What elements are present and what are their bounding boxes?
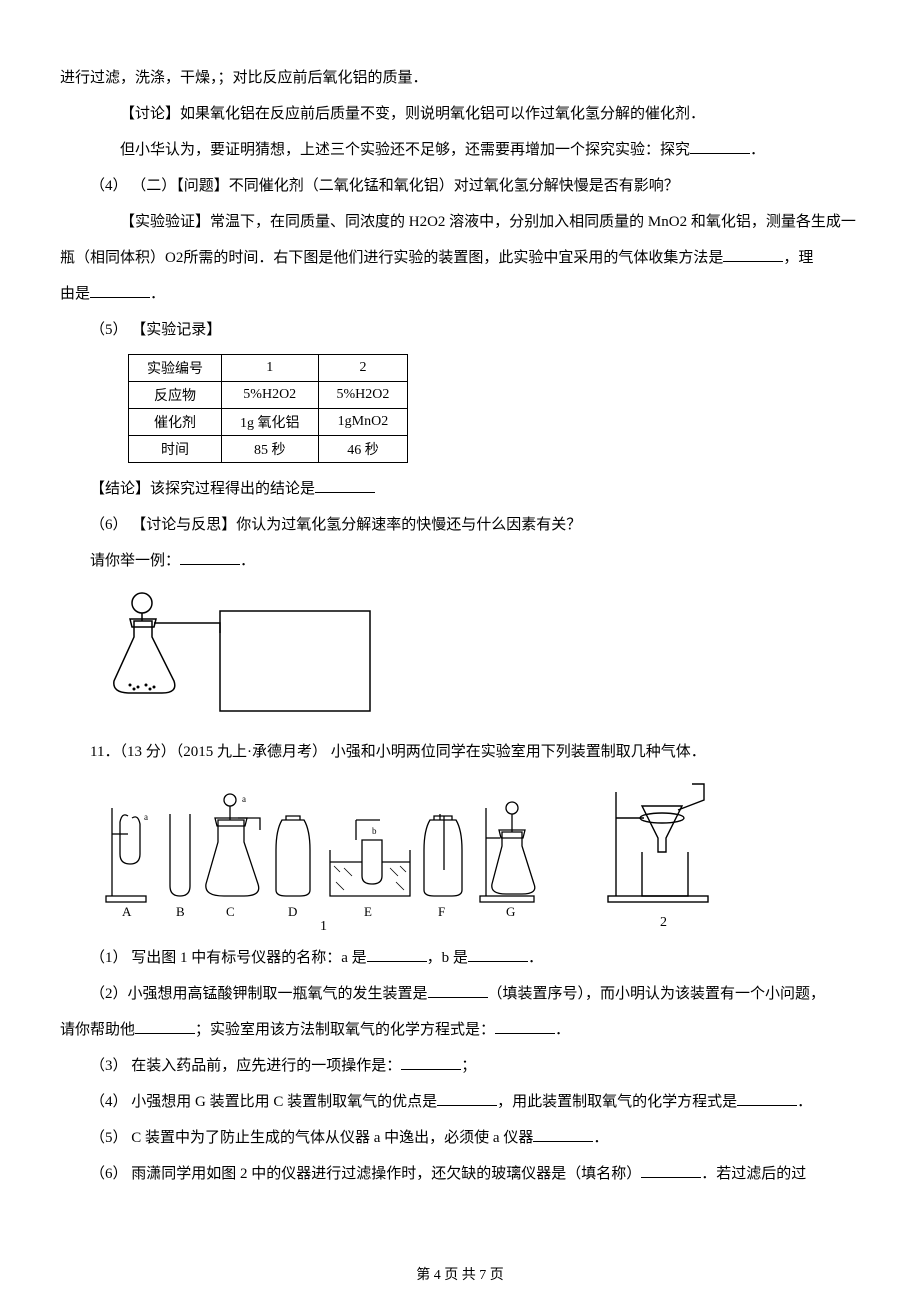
q11-sub1: （1） 写出图 1 中有标号仪器的名称：a 是 ，b 是 ． <box>60 940 860 976</box>
cell: 2 <box>318 355 408 382</box>
text: 但小华认为，要证明猜想，上述三个实验还不足够，还需要再增加一个探究实验：探究 <box>120 142 690 158</box>
cell: 反应物 <box>129 382 222 409</box>
text: ． <box>528 950 543 966</box>
text: ． <box>593 1130 608 1146</box>
q11-sub3: （3） 在装入药品前，应先进行的一项操作是： ； <box>60 1048 860 1084</box>
table-row: 催化剂 1g 氧化铝 1gMnO2 <box>129 409 408 436</box>
cell: 时间 <box>129 436 222 463</box>
blank-operation <box>401 1055 461 1070</box>
q11-sub6: （6） 雨潇同学用如图 2 中的仪器进行过滤操作时，还欠缺的玻璃仪器是（填名称）… <box>60 1156 860 1192</box>
question-5: （5） 【实验记录】 <box>60 312 860 348</box>
apparatus-figure-1 <box>100 589 860 724</box>
table-row: 时间 85 秒 46 秒 <box>129 436 408 463</box>
apparatus-figure-set: a A B a C D <box>100 780 860 930</box>
apparatus-set-1: a A B a C D <box>100 790 570 930</box>
text: ． <box>240 553 255 569</box>
blank-device <box>428 983 488 998</box>
blank-b-name <box>468 947 528 962</box>
blank-example <box>180 550 240 565</box>
blank-a-name <box>367 947 427 962</box>
q11-sub4: （4） 小强想用 G 装置比用 C 装置制取氧气的优点是 ，用此装置制取氧气的化学… <box>60 1084 860 1120</box>
text: ；实验室用该方法制取氧气的化学方程式是： <box>195 1022 495 1038</box>
svg-text:2: 2 <box>660 915 667 930</box>
text: ； <box>461 1058 476 1074</box>
blank-equation-2 <box>737 1091 797 1106</box>
table-row: 实验编号 1 2 <box>129 355 408 382</box>
svg-text:a: a <box>242 794 246 804</box>
experiment-table: 实验编号 1 2 反应物 5%H2O2 5%H2O2 催化剂 1g 氧化铝 1g… <box>128 354 408 463</box>
svg-text:F: F <box>438 904 445 919</box>
question-11-header: 11．（13 分）（2015 九上·承德月考） 小强和小明两位同学在实验室用下列… <box>60 734 860 770</box>
text: 请你帮助他 <box>60 1022 135 1038</box>
text: ． <box>150 286 165 302</box>
text: ． <box>797 1094 812 1110</box>
blank-reason <box>90 283 150 298</box>
text: 由是 <box>60 286 90 302</box>
paragraph-reason: 由是 ． <box>60 276 860 312</box>
blank-glassware <box>641 1163 701 1178</box>
paragraph-huahua: 但小华认为，要证明猜想，上述三个实验还不足够，还需要再增加一个探究实验：探究 ． <box>60 132 860 168</box>
cell: 5%H2O2 <box>318 382 408 409</box>
paragraph-conclusion: 【结论】该探究过程得出的结论是 <box>60 471 860 507</box>
svg-text:A: A <box>122 904 132 919</box>
svg-text:B: B <box>176 904 185 919</box>
text: （2）小强想用高锰酸钾制取一瓶氧气的发生装置是 <box>90 986 428 1002</box>
table-row: 反应物 5%H2O2 5%H2O2 <box>129 382 408 409</box>
cell: 46 秒 <box>318 436 408 463</box>
text: ，用此装置制取氧气的化学方程式是 <box>497 1094 737 1110</box>
text: 请你举一例： <box>90 553 180 569</box>
svg-text:1: 1 <box>320 919 327 930</box>
paragraph-example: 请你举一例： ． <box>60 543 860 579</box>
text: （4） 小强想用 G 装置比用 C 装置制取氧气的优点是 <box>90 1094 437 1110</box>
text: ．若过滤后的过 <box>701 1166 806 1182</box>
q11-sub5: （5） C 装置中为了防止生成的气体从仪器 a 中逸出，必须使 a 仪器 ． <box>60 1120 860 1156</box>
cell: 催化剂 <box>129 409 222 436</box>
text: （1） 写出图 1 中有标号仪器的名称：a 是 <box>90 950 367 966</box>
text: ，b 是 <box>427 950 468 966</box>
cell: 1 <box>222 355 319 382</box>
cell: 5%H2O2 <box>222 382 319 409</box>
blank-conclusion <box>315 478 375 493</box>
text: ，理 <box>783 250 813 266</box>
svg-text:D: D <box>288 904 297 919</box>
svg-text:a: a <box>144 812 148 822</box>
text: （填装置序号），而小明认为该装置有一个小问题， <box>488 986 826 1002</box>
text: ． <box>750 142 765 158</box>
q11-sub2-line2: 请你帮助他 ；实验室用该方法制取氧气的化学方程式是： ． <box>60 1012 860 1048</box>
svg-text:E: E <box>364 904 372 919</box>
paragraph-verify: 【实验验证】常温下，在同质量、同浓度的 H2O2 溶液中，分别加入相同质量的 M… <box>60 204 860 240</box>
svg-text:b: b <box>372 826 377 836</box>
text: 瓶（相同体积）O2所需的时间．右下图是他们进行实验的装置图，此实验中宜采用的气体… <box>60 250 723 266</box>
text: （5） C 装置中为了防止生成的气体从仪器 a 中逸出，必须使 a 仪器 <box>90 1130 533 1146</box>
paragraph-bottle: 瓶（相同体积）O2所需的时间．右下图是他们进行实验的装置图，此实验中宜采用的气体… <box>60 240 860 276</box>
cell: 1gMnO2 <box>318 409 408 436</box>
svg-text:G: G <box>506 904 515 919</box>
paragraph-discussion: 【讨论】如果氧化铝在反应前后质量不变，则说明氧化铝可以作过氧化氢分解的催化剂． <box>60 96 860 132</box>
blank-equation <box>495 1019 555 1034</box>
question-6: （6） 【讨论与反思】你认为过氧化氢分解速率的快慢还与什么因素有关？ <box>60 507 860 543</box>
svg-text:C: C <box>226 904 235 919</box>
text: 【结论】该探究过程得出的结论是 <box>90 481 315 497</box>
blank-help <box>135 1019 195 1034</box>
cell: 1g 氧化铝 <box>222 409 319 436</box>
page-footer: 第 4 页 共 7 页 <box>0 1264 920 1284</box>
question-4: （4） （二）【问题】不同催化剂（二氧化锰和氧化铝）对过氧化氢分解快慢是否有影响… <box>60 168 860 204</box>
blank-instrument <box>533 1127 593 1142</box>
blank-method <box>723 247 783 262</box>
cell: 实验编号 <box>129 355 222 382</box>
blank-advantage <box>437 1091 497 1106</box>
blank-explore <box>690 139 750 154</box>
cell: 85 秒 <box>222 436 319 463</box>
q11-sub2-line1: （2）小强想用高锰酸钾制取一瓶氧气的发生装置是 （填装置序号），而小明认为该装置有… <box>60 976 860 1012</box>
text: （3） 在装入药品前，应先进行的一项操作是： <box>90 1058 401 1074</box>
text: ． <box>555 1022 570 1038</box>
paragraph-filter: 进行过滤，洗涤，干燥，；对比反应前后氧化铝的质量． <box>60 60 860 96</box>
apparatus-set-2: 2 <box>600 780 730 930</box>
text: （6） 雨潇同学用如图 2 中的仪器进行过滤操作时，还欠缺的玻璃仪器是（填名称） <box>90 1166 641 1182</box>
